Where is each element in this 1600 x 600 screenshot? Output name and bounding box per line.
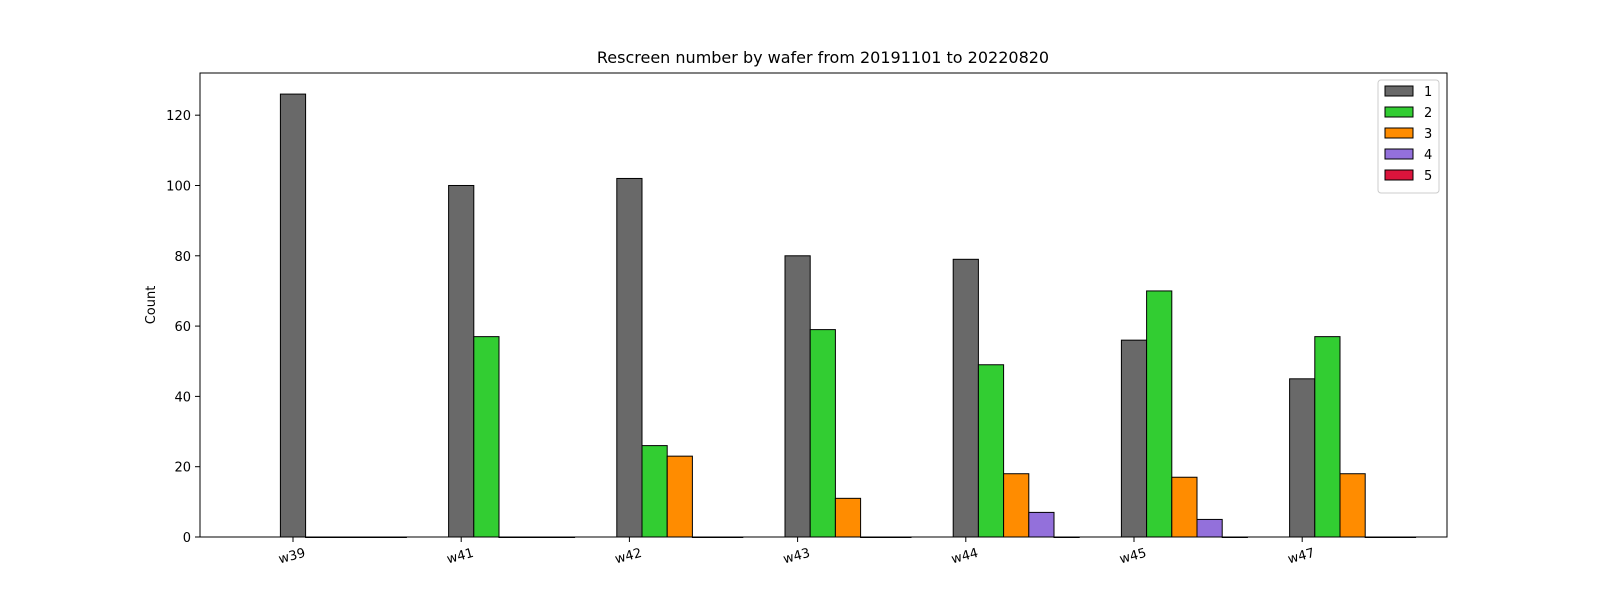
legend-swatch-2: [1384, 106, 1414, 118]
legend-label-4: 4: [1424, 148, 1432, 163]
y-tick-label-120: 120: [166, 109, 191, 124]
legend-swatch-5: [1384, 169, 1414, 181]
plot-area-frame: [199, 72, 1448, 538]
legend-label-1: 1: [1424, 85, 1432, 100]
bar-w44-series-1: [952, 258, 979, 538]
x-tick-label-w42: w42: [613, 546, 643, 568]
bar-w43-series-2: [809, 329, 836, 538]
bar-w45-series-4: [1196, 518, 1223, 538]
bar-w44-series-3: [1003, 473, 1030, 538]
x-axis-ticks: w39 w41 w42 w43 w44 w45 w47: [277, 537, 1316, 567]
bar-w47-series-2: [1314, 336, 1341, 538]
bar-w43-series-3: [834, 497, 862, 538]
y-tick-label-60: 60: [174, 320, 191, 335]
bars-group: [279, 93, 1417, 538]
x-tick-label-w44: w44: [950, 546, 980, 568]
bar-w45-series-2: [1146, 290, 1173, 538]
bar-w47-series-3: [1339, 473, 1366, 538]
bar-w42-series-3: [666, 455, 693, 538]
legend-swatch-3: [1384, 127, 1414, 139]
y-axis-label: Count: [144, 286, 159, 325]
x-tick-label-w41: w41: [445, 546, 475, 568]
y-axis-ticks: 0 20 40 60 80 100 120: [166, 109, 200, 546]
x-tick-label-w43: w43: [782, 546, 812, 568]
bar-w43-series-1: [784, 255, 811, 538]
chart-title: Rescreen number by wafer from 20191101 t…: [597, 48, 1049, 67]
bar-w41-series-1: [448, 184, 475, 538]
bar-w41-series-2: [473, 336, 500, 538]
y-tick-label-100: 100: [166, 179, 191, 194]
x-tick-label-w39: w39: [277, 546, 307, 568]
bar-w44-series-2: [977, 364, 1005, 538]
bar-w39-series-1: [279, 93, 307, 538]
x-tick-label-w45: w45: [1118, 546, 1148, 568]
legend-swatch-1: [1384, 85, 1414, 97]
legend-swatch-4: [1384, 148, 1414, 160]
legend-label-3: 3: [1424, 127, 1432, 142]
y-tick-label-40: 40: [174, 390, 191, 405]
bar-w45-series-1: [1120, 339, 1148, 538]
bar-w42-series-1: [616, 177, 643, 538]
legend: 1 2 3 4 5: [1377, 79, 1440, 194]
bar-w47-series-1: [1289, 378, 1316, 538]
legend-label-5: 5: [1424, 169, 1432, 184]
x-tick-label-w47: w47: [1286, 546, 1316, 568]
legend-label-2: 2: [1424, 106, 1432, 121]
y-tick-label-20: 20: [174, 461, 191, 476]
bar-w45-series-3: [1171, 476, 1198, 538]
bar-w42-series-2: [641, 445, 668, 538]
y-tick-label-80: 80: [174, 250, 191, 265]
y-tick-label-0: 0: [183, 531, 191, 546]
bar-w44-series-4: [1028, 511, 1055, 538]
